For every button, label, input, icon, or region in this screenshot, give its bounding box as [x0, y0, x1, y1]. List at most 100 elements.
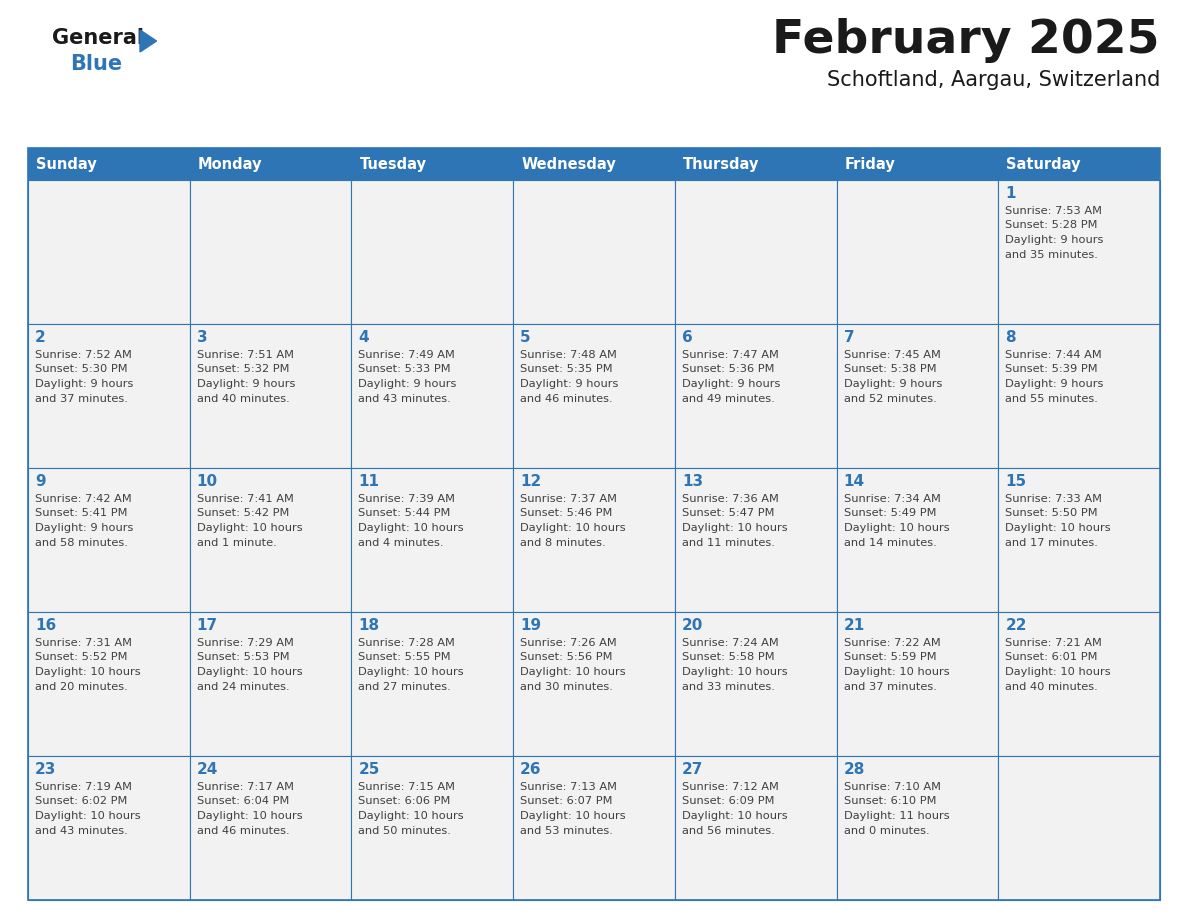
Text: Sunset: 6:10 PM: Sunset: 6:10 PM	[843, 797, 936, 807]
Text: and 37 minutes.: and 37 minutes.	[843, 681, 936, 691]
Text: Sunrise: 7:24 AM: Sunrise: 7:24 AM	[682, 638, 778, 648]
Bar	[998, 180, 1159, 324]
Text: Sunrise: 7:33 AM: Sunrise: 7:33 AM	[1005, 494, 1102, 504]
Text: and 0 minutes.: and 0 minutes.	[843, 825, 929, 835]
Text: Sunset: 5:30 PM: Sunset: 5:30 PM	[34, 364, 127, 375]
Bar	[675, 756, 836, 900]
Text: Sunset: 5:38 PM: Sunset: 5:38 PM	[843, 364, 936, 375]
Text: Sunrise: 7:15 AM: Sunrise: 7:15 AM	[359, 782, 455, 792]
Text: 18: 18	[359, 618, 379, 633]
Text: Sunrise: 7:34 AM: Sunrise: 7:34 AM	[843, 494, 941, 504]
Text: Sunrise: 7:28 AM: Sunrise: 7:28 AM	[359, 638, 455, 648]
Text: and 14 minutes.: and 14 minutes.	[843, 538, 936, 547]
Text: 24: 24	[197, 762, 219, 777]
Text: Daylight: 9 hours: Daylight: 9 hours	[34, 379, 133, 389]
Bar	[675, 468, 836, 612]
Text: Sunset: 5:32 PM: Sunset: 5:32 PM	[197, 364, 289, 375]
Text: Sunrise: 7:22 AM: Sunrise: 7:22 AM	[843, 638, 941, 648]
Bar	[29, 148, 1159, 180]
Text: Wednesday: Wednesday	[522, 156, 615, 172]
Text: 26: 26	[520, 762, 542, 777]
Text: Sunrise: 7:39 AM: Sunrise: 7:39 AM	[359, 494, 455, 504]
Bar	[836, 756, 998, 900]
Text: Sunrise: 7:37 AM: Sunrise: 7:37 AM	[520, 494, 617, 504]
Text: Sunset: 5:53 PM: Sunset: 5:53 PM	[197, 653, 290, 663]
Text: Sunset: 5:36 PM: Sunset: 5:36 PM	[682, 364, 775, 375]
Text: and 37 minutes.: and 37 minutes.	[34, 394, 128, 404]
Text: 15: 15	[1005, 474, 1026, 489]
Text: Thursday: Thursday	[683, 156, 759, 172]
Text: Daylight: 9 hours: Daylight: 9 hours	[34, 523, 133, 533]
Text: Sunset: 5:35 PM: Sunset: 5:35 PM	[520, 364, 613, 375]
Text: Schoftland, Aargau, Switzerland: Schoftland, Aargau, Switzerland	[827, 70, 1159, 90]
Text: and 40 minutes.: and 40 minutes.	[197, 394, 290, 404]
Text: Sunrise: 7:51 AM: Sunrise: 7:51 AM	[197, 350, 293, 360]
Bar	[998, 756, 1159, 900]
Text: Sunset: 5:46 PM: Sunset: 5:46 PM	[520, 509, 613, 519]
Text: 28: 28	[843, 762, 865, 777]
Text: 27: 27	[682, 762, 703, 777]
Text: Daylight: 9 hours: Daylight: 9 hours	[197, 379, 295, 389]
Text: Daylight: 10 hours: Daylight: 10 hours	[34, 667, 140, 677]
Text: Tuesday: Tuesday	[360, 156, 426, 172]
Text: Sunset: 5:49 PM: Sunset: 5:49 PM	[843, 509, 936, 519]
Polygon shape	[140, 30, 157, 52]
Text: Sunrise: 7:41 AM: Sunrise: 7:41 AM	[197, 494, 293, 504]
Text: Sunrise: 7:29 AM: Sunrise: 7:29 AM	[197, 638, 293, 648]
Text: 1: 1	[1005, 186, 1016, 201]
Text: and 49 minutes.: and 49 minutes.	[682, 394, 775, 404]
Bar	[675, 180, 836, 324]
Bar	[190, 468, 352, 612]
Bar	[190, 612, 352, 756]
Text: and 11 minutes.: and 11 minutes.	[682, 538, 775, 547]
Text: 22: 22	[1005, 618, 1026, 633]
Text: Sunset: 5:59 PM: Sunset: 5:59 PM	[843, 653, 936, 663]
Bar	[29, 756, 190, 900]
Bar	[513, 324, 675, 468]
Text: Sunset: 5:52 PM: Sunset: 5:52 PM	[34, 653, 127, 663]
Bar	[352, 612, 513, 756]
Bar	[29, 468, 190, 612]
Text: Sunset: 5:41 PM: Sunset: 5:41 PM	[34, 509, 127, 519]
Text: and 43 minutes.: and 43 minutes.	[34, 825, 128, 835]
Text: and 1 minute.: and 1 minute.	[197, 538, 277, 547]
Text: Sunset: 6:09 PM: Sunset: 6:09 PM	[682, 797, 775, 807]
Text: Sunrise: 7:21 AM: Sunrise: 7:21 AM	[1005, 638, 1102, 648]
Text: Daylight: 10 hours: Daylight: 10 hours	[520, 811, 626, 821]
Bar	[998, 324, 1159, 468]
Text: Sunrise: 7:45 AM: Sunrise: 7:45 AM	[843, 350, 941, 360]
Bar	[190, 756, 352, 900]
Bar	[29, 324, 190, 468]
Bar	[998, 468, 1159, 612]
Bar	[836, 468, 998, 612]
Text: 19: 19	[520, 618, 542, 633]
Text: February 2025: February 2025	[772, 18, 1159, 63]
Text: Sunset: 5:28 PM: Sunset: 5:28 PM	[1005, 220, 1098, 230]
Text: and 27 minutes.: and 27 minutes.	[359, 681, 451, 691]
Bar	[352, 180, 513, 324]
Text: and 30 minutes.: and 30 minutes.	[520, 681, 613, 691]
Text: Daylight: 10 hours: Daylight: 10 hours	[197, 667, 302, 677]
Text: Sunrise: 7:13 AM: Sunrise: 7:13 AM	[520, 782, 617, 792]
Text: Sunrise: 7:12 AM: Sunrise: 7:12 AM	[682, 782, 778, 792]
Text: Daylight: 9 hours: Daylight: 9 hours	[1005, 379, 1104, 389]
Text: Sunset: 5:56 PM: Sunset: 5:56 PM	[520, 653, 613, 663]
Text: Sunrise: 7:53 AM: Sunrise: 7:53 AM	[1005, 206, 1102, 216]
Text: 20: 20	[682, 618, 703, 633]
Text: Blue: Blue	[70, 54, 122, 74]
Text: Sunrise: 7:26 AM: Sunrise: 7:26 AM	[520, 638, 617, 648]
Text: Sunset: 5:47 PM: Sunset: 5:47 PM	[682, 509, 775, 519]
Text: and 46 minutes.: and 46 minutes.	[197, 825, 290, 835]
Text: Daylight: 10 hours: Daylight: 10 hours	[359, 523, 465, 533]
Text: Sunset: 6:02 PM: Sunset: 6:02 PM	[34, 797, 127, 807]
Text: 25: 25	[359, 762, 380, 777]
Text: Daylight: 10 hours: Daylight: 10 hours	[520, 523, 626, 533]
Text: Daylight: 10 hours: Daylight: 10 hours	[682, 811, 788, 821]
Text: Sunset: 6:06 PM: Sunset: 6:06 PM	[359, 797, 450, 807]
Text: and 4 minutes.: and 4 minutes.	[359, 538, 444, 547]
Text: Daylight: 9 hours: Daylight: 9 hours	[843, 379, 942, 389]
Text: Sunrise: 7:47 AM: Sunrise: 7:47 AM	[682, 350, 778, 360]
Text: Daylight: 9 hours: Daylight: 9 hours	[520, 379, 619, 389]
Text: Daylight: 10 hours: Daylight: 10 hours	[520, 667, 626, 677]
Text: and 33 minutes.: and 33 minutes.	[682, 681, 775, 691]
